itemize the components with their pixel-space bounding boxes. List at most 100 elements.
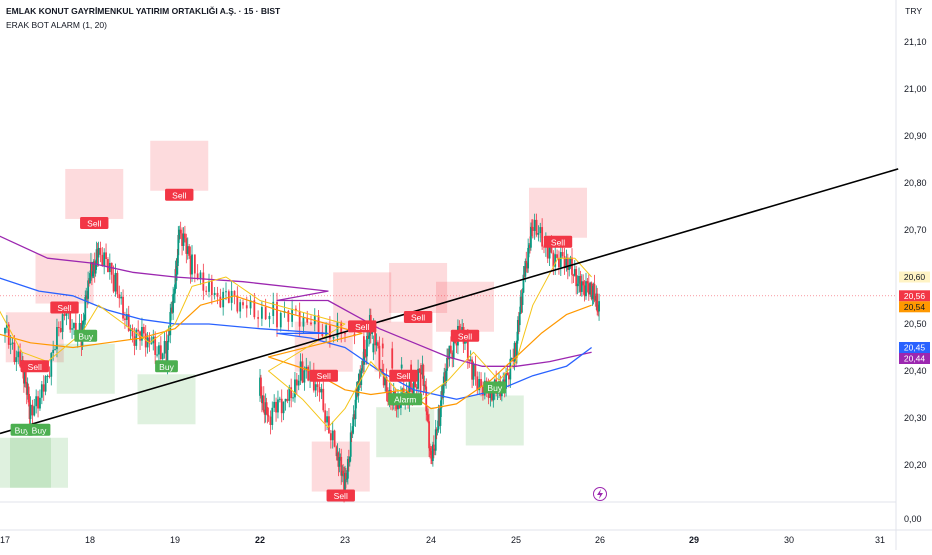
candle-body xyxy=(158,345,160,355)
candle-body xyxy=(148,337,151,344)
candle-body xyxy=(391,348,394,369)
candle-body xyxy=(539,227,542,234)
candle-body xyxy=(284,398,287,402)
lightning-icon[interactable] xyxy=(593,487,607,501)
candle-body xyxy=(522,274,525,293)
candle-body xyxy=(23,371,26,384)
x-tick-label: 25 xyxy=(511,535,521,545)
sell-signal-badge[interactable] xyxy=(50,301,79,314)
candle-body xyxy=(42,384,45,392)
sell-signal-badge[interactable] xyxy=(165,188,194,201)
candle-body xyxy=(517,319,520,326)
candle-body xyxy=(351,426,354,433)
signal-label: Buy xyxy=(32,425,47,435)
signal-label: Sell xyxy=(317,371,331,381)
candle-body xyxy=(182,233,185,246)
candle-body xyxy=(474,364,477,377)
candle-body xyxy=(301,361,304,383)
candle-body xyxy=(317,315,320,333)
candle-body xyxy=(135,329,138,346)
candle-body xyxy=(513,342,516,362)
candle-body xyxy=(196,273,199,279)
candle-body xyxy=(355,387,358,400)
sell-signal-badge[interactable] xyxy=(326,489,355,502)
candle-body xyxy=(526,262,529,269)
buy-signal-badge[interactable] xyxy=(74,329,98,342)
candle-body xyxy=(518,312,521,326)
candle-body xyxy=(561,252,564,257)
candle-body xyxy=(142,326,145,334)
candle-body xyxy=(520,296,523,305)
candle-body xyxy=(347,459,350,463)
candle-body xyxy=(442,384,445,398)
candle-body xyxy=(432,444,435,449)
candle-body xyxy=(333,430,336,447)
candle-body xyxy=(469,359,472,361)
buy-signal-badge[interactable] xyxy=(388,393,423,406)
signal-labels: Buy BuySellSellBuySellBuySellSellSellSell… xyxy=(10,188,607,502)
candle-body xyxy=(364,349,366,357)
sell-signal-badge[interactable] xyxy=(450,329,480,342)
signal-info-box xyxy=(10,437,68,488)
candle-body xyxy=(387,392,389,402)
sell-signal-badge[interactable] xyxy=(543,235,573,248)
candle-body xyxy=(88,280,90,284)
candle-body xyxy=(360,370,363,385)
price-tag: 20,45 xyxy=(899,342,930,353)
sell-signal-badge[interactable] xyxy=(80,216,109,229)
candle-body xyxy=(324,410,327,423)
candle-body xyxy=(73,322,75,329)
candle-body xyxy=(415,387,418,389)
candle-body xyxy=(105,252,107,260)
sell-signal-badge[interactable] xyxy=(20,360,49,373)
candle-body xyxy=(260,307,263,319)
candle-body xyxy=(120,296,123,299)
candle-body xyxy=(546,241,549,259)
candle-body xyxy=(556,254,558,258)
candle-body xyxy=(253,300,256,318)
candle-body xyxy=(292,397,294,399)
candle-body xyxy=(306,317,309,323)
candle-body xyxy=(352,414,355,427)
sell-signal-badge[interactable] xyxy=(389,369,418,382)
sell-signal-badge[interactable] xyxy=(309,369,338,382)
candle-body xyxy=(379,369,382,371)
sell-signal-badge[interactable] xyxy=(403,310,433,323)
candle-body xyxy=(430,450,432,455)
candle-body xyxy=(428,421,430,449)
candle-body xyxy=(39,397,41,409)
candle-body xyxy=(492,390,495,401)
candle-body xyxy=(436,429,439,431)
candle-body xyxy=(451,352,454,359)
price-tag-label: 20,54 xyxy=(904,302,926,312)
signal-label: Sell xyxy=(87,218,101,228)
buy-signal-badge[interactable] xyxy=(155,360,178,373)
buy-signal-badge[interactable] xyxy=(27,423,51,436)
signal-label: Alarm xyxy=(394,395,416,405)
candle-body xyxy=(586,281,589,284)
candle-body xyxy=(22,372,25,384)
candle-body xyxy=(350,432,353,434)
candle-body xyxy=(478,379,481,391)
candle-body xyxy=(112,274,115,292)
candle-body xyxy=(57,327,60,329)
candle-body xyxy=(424,384,427,387)
candle-body xyxy=(362,361,365,365)
indicator-legend[interactable]: ERAK BOT ALARM (1, 20) xyxy=(6,20,107,30)
buy-signal-badge[interactable] xyxy=(483,381,507,394)
candle-body xyxy=(367,335,370,339)
candle-body xyxy=(291,308,294,322)
y-tick-label: 20,30 xyxy=(904,413,927,423)
signal-label: Sell xyxy=(396,371,410,381)
candle-body xyxy=(449,345,452,353)
candle-body xyxy=(129,328,132,331)
candle-body xyxy=(279,312,282,328)
candle-body xyxy=(205,290,208,292)
candle-body xyxy=(97,247,100,258)
sell-signal-badge[interactable] xyxy=(348,320,377,333)
candle-body xyxy=(29,404,32,419)
candle-body xyxy=(278,398,281,400)
candle-body xyxy=(328,325,331,339)
